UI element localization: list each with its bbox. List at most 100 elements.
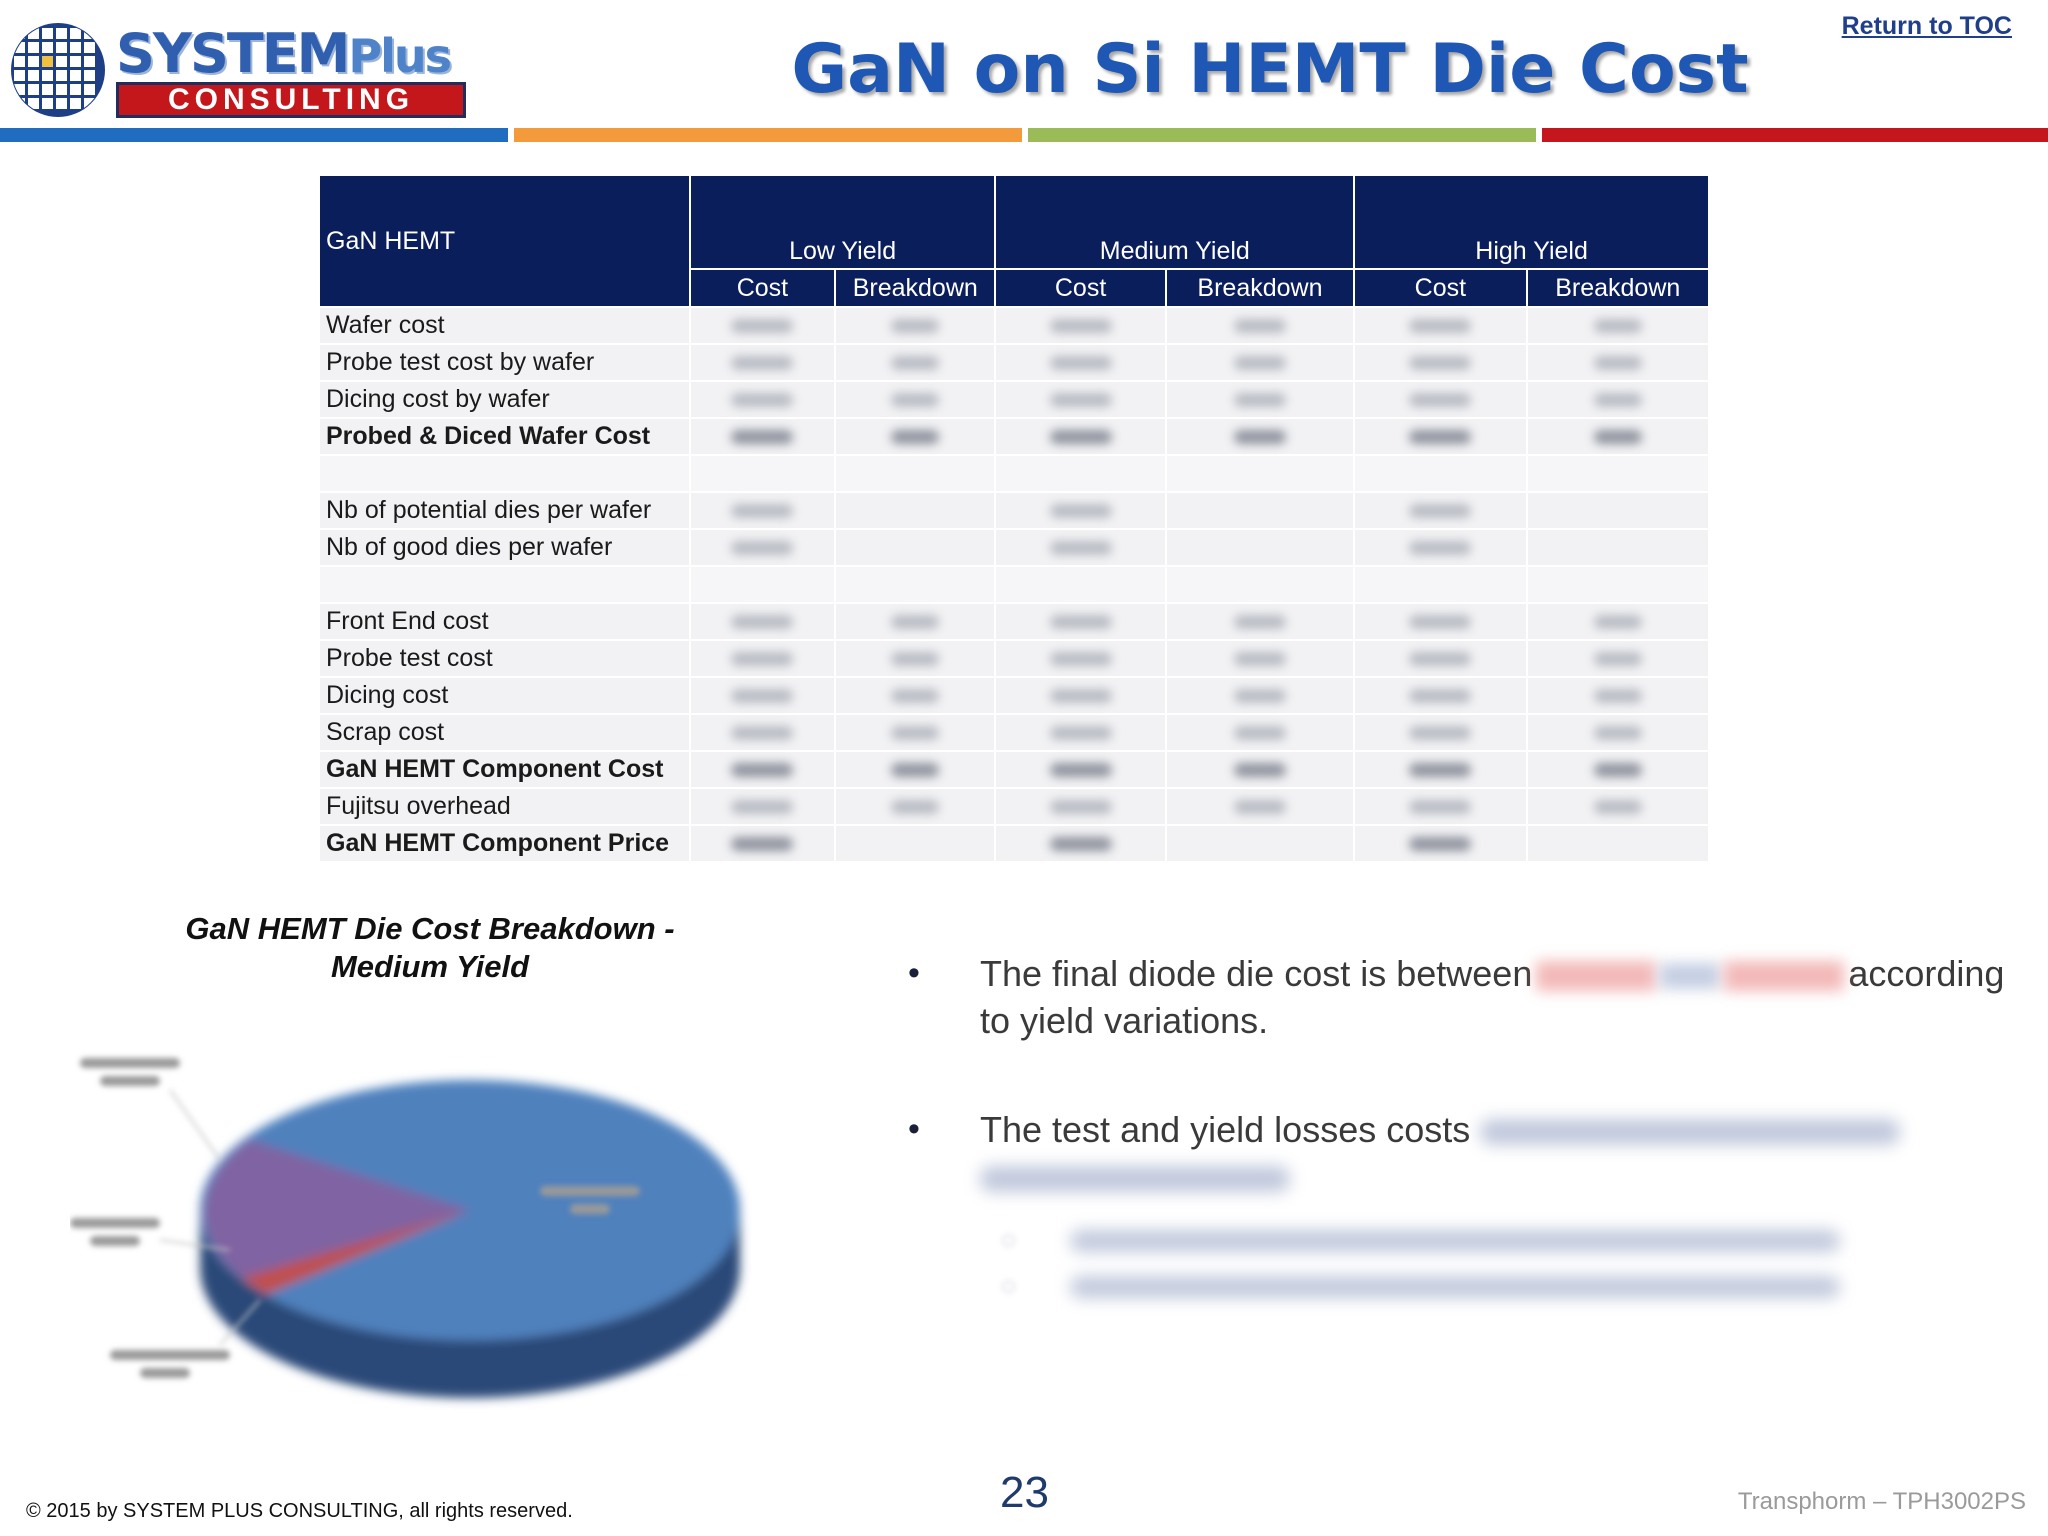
blurred-value-cell: [1164, 306, 1356, 345]
empty-cell: [1164, 565, 1356, 604]
blurred-value-cell: [688, 713, 837, 752]
slide-title: GaN on Si HEMT Die Cost: [791, 30, 1749, 109]
copyright-notice: © 2015 by SYSTEM PLUS CONSULTING, all ri…: [26, 1500, 573, 1522]
blurred-value-cell: [994, 676, 1167, 715]
blurred-value: [1593, 319, 1642, 334]
sub-bullet-dot: ○: [1000, 1224, 1017, 1255]
pie-title-line2: Medium Yield: [330, 949, 530, 984]
sub-bullet-dot: ○: [1000, 1270, 1017, 1301]
row-label: [318, 454, 691, 493]
blurred-value: [1593, 763, 1642, 778]
blurred-value: [1049, 800, 1112, 815]
blurred-value-cell: [688, 602, 837, 641]
blurred-value-cell: [688, 491, 837, 530]
header-rule-green: [1028, 128, 1536, 142]
die-cost-table: GaN HEMT Low Yield Medium Yield High Yie…: [318, 174, 1711, 863]
blurred-value: [731, 689, 794, 704]
globe-grid-icon: [11, 23, 105, 117]
blurred-value-cell: [1353, 491, 1528, 530]
row-label: [318, 565, 691, 604]
blurred-value: [731, 430, 794, 445]
blurred-value-cell: [1353, 639, 1528, 678]
blurred-value-cell: [994, 787, 1167, 826]
header-medium-yield: Medium Yield: [994, 174, 1356, 270]
blurred-value: [1593, 615, 1642, 630]
document-reference: Transphorm – TPH3002PS: [1737, 1488, 2026, 1515]
blurred-value-cell: [1525, 750, 1711, 789]
empty-cell: [1353, 565, 1528, 604]
empty-cell: [1164, 824, 1356, 863]
blurred-value-cell: [994, 528, 1167, 567]
blurred-value: [731, 393, 794, 408]
blurred-value-cell: [1353, 713, 1528, 752]
blurred-value-cell: [1353, 787, 1528, 826]
subheader-cost: Cost: [1353, 268, 1528, 308]
blurred-value: [1409, 726, 1472, 741]
empty-cell: [834, 528, 997, 567]
row-label: Probe test cost: [318, 639, 691, 678]
blurred-value-cell: [688, 528, 837, 567]
empty-cell: [1525, 491, 1711, 530]
empty-cell: [688, 565, 837, 604]
header-low-yield: Low Yield: [688, 174, 997, 270]
table-row: GaN HEMT Component Price: [318, 824, 1711, 863]
blurred-value: [731, 763, 794, 778]
cost-breakdown-pie-chart: [70, 1058, 740, 1398]
bullet-final-die-cost: • The final diode die cost is between acc…: [900, 950, 2010, 1044]
blurred-value-cell: [688, 824, 837, 863]
blurred-value: [1593, 800, 1642, 815]
blurred-value-cell: [1353, 528, 1528, 567]
page-number: 23: [1000, 1468, 1049, 1517]
subheader-breakdown: Breakdown: [1525, 268, 1711, 308]
sub-bullet: ○: [900, 1266, 2010, 1312]
blurred-value: [731, 652, 794, 667]
table-row: GaN HEMT Component Cost: [318, 750, 1711, 789]
table-spacer-row: [318, 454, 1711, 493]
row-label: GaN HEMT Component Price: [318, 824, 691, 863]
blurred-value-cell: [1164, 343, 1356, 382]
blurred-value-cell: [688, 380, 837, 419]
table-corner-header: GaN HEMT: [318, 174, 691, 308]
blurred-value: [1409, 541, 1472, 556]
bullet-text: to yield variations.: [980, 1000, 1269, 1041]
table-row: Scrap cost: [318, 713, 1711, 752]
blurred-value: [1233, 726, 1286, 741]
blurred-value: [1049, 430, 1112, 445]
blurred-value-cell: [1353, 824, 1528, 863]
blurred-value: [1049, 726, 1112, 741]
blurred-value-cell: [688, 787, 837, 826]
blurred-value: [1409, 689, 1472, 704]
redacted-text: [980, 1166, 1290, 1193]
blurred-value-cell: [1353, 676, 1528, 715]
empty-cell: [1525, 528, 1711, 567]
blurred-value: [891, 763, 940, 778]
bullet-text: The final diode die cost is between: [980, 953, 1533, 994]
header-rule-red: [1542, 128, 2048, 142]
blurred-value: [1593, 689, 1642, 704]
empty-cell: [834, 491, 997, 530]
blurred-value: [731, 615, 794, 630]
blurred-value: [1049, 837, 1112, 852]
blurred-value: [891, 689, 940, 704]
sub-bullet: ○: [900, 1220, 2010, 1266]
blurred-value-cell: [1353, 750, 1528, 789]
table-row: Nb of potential dies per wafer: [318, 491, 1711, 530]
blurred-value-cell: [834, 602, 997, 641]
blurred-value-cell: [834, 380, 997, 419]
blurred-value: [891, 430, 940, 445]
table-spacer-row: [318, 565, 1711, 604]
header-rule-blue: [0, 128, 508, 142]
blurred-value-cell: [834, 417, 997, 456]
blurred-value-cell: [994, 343, 1167, 382]
redacted-text: [1480, 1119, 1901, 1146]
row-label: Dicing cost by wafer: [318, 380, 691, 419]
redacted-word: [1660, 963, 1721, 990]
blurred-value: [891, 615, 940, 630]
return-to-toc-link[interactable]: Return to TOC: [1841, 12, 2012, 40]
blurred-value-cell: [834, 750, 997, 789]
blurred-value: [1593, 356, 1642, 371]
blurred-value-cell: [994, 380, 1167, 419]
blurred-value: [1049, 652, 1112, 667]
blurred-value: [1233, 615, 1286, 630]
blurred-value-cell: [1525, 343, 1711, 382]
